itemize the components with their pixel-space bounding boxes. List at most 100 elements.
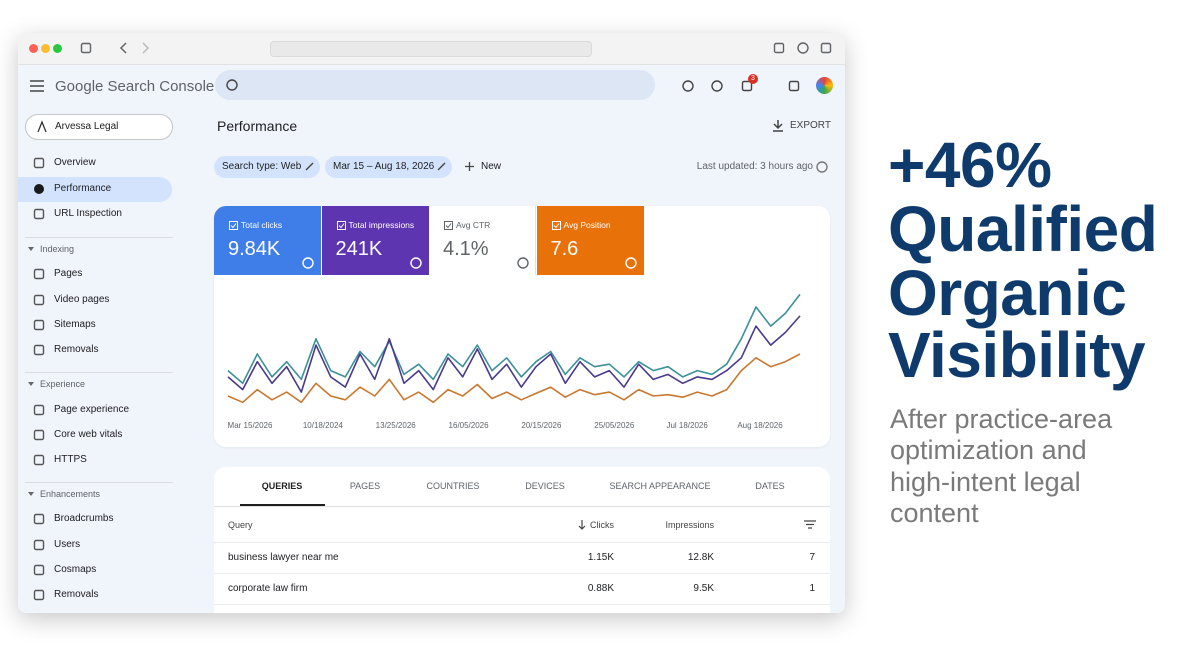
metric-label: Total clicks (241, 220, 283, 231)
nav-arrows (119, 42, 150, 54)
tab[interactable]: PAGES (349, 480, 381, 491)
window-control[interactable] (29, 44, 38, 53)
column-header: Query (228, 519, 253, 530)
export-icon (773, 120, 783, 132)
updated-help-shape (816, 161, 828, 173)
headline-line: Organic (888, 257, 1127, 329)
tab[interactable]: QUERIES (261, 480, 303, 491)
checkbox-box (336, 221, 346, 230)
nav-item[interactable]: Removals (54, 589, 99, 600)
nav-icon-shape (33, 344, 45, 356)
column-header[interactable]: Impressions (665, 519, 714, 530)
nav-item[interactable]: Users (54, 539, 81, 550)
nav-icon (33, 589, 45, 601)
nav-icon (33, 294, 45, 306)
nav-icon (33, 564, 45, 576)
nav-item[interactable]: Broadcrumbs (54, 513, 114, 524)
share-shape (773, 42, 785, 54)
subhead-line: high-intent legal (890, 467, 1081, 498)
nav-item[interactable]: Overview (54, 157, 96, 168)
tab[interactable]: COUNTRIES (426, 480, 480, 491)
avatar[interactable] (816, 77, 833, 94)
metric-label: Total impressions (348, 220, 415, 231)
cell-query[interactable]: corporate law firm (228, 583, 308, 594)
browser-window: Google Search Console 3 Arvessa Legal Overv… (18, 33, 845, 613)
metric-help-shape (302, 257, 314, 269)
nav-item[interactable]: Pages (54, 268, 83, 279)
nav-item[interactable]: Sitemaps (54, 319, 96, 330)
search-icon-shape (226, 79, 238, 91)
caret (28, 492, 34, 496)
nav-item[interactable]: HTTPS (54, 454, 87, 465)
apps-icon-shape (788, 80, 800, 92)
metric-label: Avg CTR (456, 220, 491, 231)
x-tick-label: 13/25/2026 (375, 421, 416, 431)
metric-value: 4.1% (443, 238, 489, 260)
nav-icon (33, 404, 45, 416)
nav-item[interactable]: Cosmaps (54, 564, 97, 575)
edit-icon (437, 162, 446, 171)
nav-icon (33, 157, 45, 169)
pencil (437, 162, 446, 171)
divider (25, 372, 173, 373)
nav-icon-shape (33, 513, 45, 525)
caret (28, 247, 34, 251)
cell-query[interactable]: business lawyer near me (228, 552, 339, 563)
new-tab-shape (797, 42, 809, 54)
cell-clicks: 0.88K (587, 583, 614, 594)
edit-icon (305, 162, 314, 171)
notification-badge (748, 74, 758, 84)
x-tick-label: 20/15/2026 (521, 421, 562, 431)
row-divider (214, 604, 830, 605)
headline-line: Visibility (888, 319, 1146, 391)
nav-item[interactable]: URL Inspection (54, 208, 122, 219)
forward-arrow (142, 42, 150, 54)
metric-label: Avg Position (563, 220, 611, 231)
checkbox-box (551, 221, 561, 230)
help-icon-shape (682, 80, 694, 92)
property-selector[interactable] (25, 114, 173, 140)
metric-value: 9.84K (228, 238, 281, 260)
tab[interactable]: SEARCH APPEARANCE (609, 480, 711, 491)
plus (465, 162, 474, 171)
section-title[interactable]: Enhancements (40, 488, 101, 499)
window-control[interactable] (53, 44, 62, 53)
nav-item[interactable]: Core web vitals (54, 429, 123, 440)
line-chart (227, 293, 801, 404)
share (773, 42, 785, 54)
new-filter[interactable]: New (481, 161, 502, 172)
checkbox-box (229, 221, 238, 230)
series-line (227, 315, 801, 393)
section-title[interactable]: Indexing (40, 243, 75, 254)
nav-icon (34, 184, 44, 194)
section-caret (28, 247, 34, 251)
plus-icon (465, 162, 474, 171)
metric-help (624, 257, 637, 269)
tab-divider (214, 506, 830, 507)
nav-item[interactable]: Performance (54, 183, 112, 194)
nav-item[interactable]: Page experience (54, 404, 130, 415)
divider (25, 482, 173, 483)
series-line (227, 353, 801, 404)
section-caret (28, 492, 34, 496)
x-tick-label: 25/05/2026 (594, 421, 635, 431)
address-bar[interactable] (270, 41, 592, 57)
nav-item[interactable]: Video pages (54, 294, 110, 305)
checkbox-tick (338, 223, 344, 229)
filter-chip[interactable] (214, 156, 320, 178)
export-button[interactable]: EXPORT (790, 120, 831, 131)
cell-impressions: 12.8K (687, 552, 714, 563)
menu-icon (30, 80, 44, 92)
filter-chip[interactable] (325, 156, 452, 178)
nav-item[interactable]: Removals (54, 344, 99, 355)
tabs (820, 42, 832, 54)
tab[interactable]: DATES (755, 480, 785, 491)
nav-icon (33, 429, 45, 441)
back-arrow (119, 42, 127, 54)
column-header[interactable]: Clicks (590, 519, 614, 530)
tab[interactable]: DEVICES (525, 480, 565, 491)
new-tab (797, 42, 809, 54)
search-box[interactable] (215, 70, 655, 100)
window-control[interactable] (41, 44, 50, 53)
section-title[interactable]: Experience (40, 378, 86, 389)
